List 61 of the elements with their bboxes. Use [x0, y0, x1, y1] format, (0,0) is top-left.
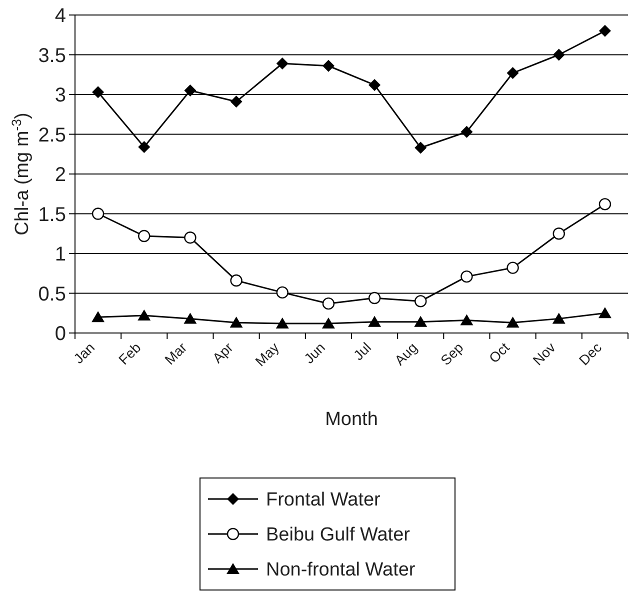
point: [138, 140, 150, 153]
y-tick-label: 1: [54, 244, 66, 266]
point: [230, 274, 242, 287]
point: [92, 311, 105, 322]
point: [552, 312, 566, 324]
point: [460, 270, 473, 283]
x-tick-label: Jul: [350, 339, 374, 364]
legend-label: Non-frontal Water: [266, 560, 416, 581]
point: [322, 297, 335, 310]
point: [184, 232, 196, 244]
point: [552, 228, 565, 240]
point: [230, 96, 242, 108]
point: [598, 198, 612, 210]
point: [92, 208, 104, 220]
point: [276, 57, 288, 70]
point: [184, 84, 196, 97]
point: [506, 67, 519, 80]
y-tick-label: 2.5: [38, 124, 66, 146]
point: [414, 142, 427, 154]
x-tick-label: Jan: [70, 339, 98, 367]
point: [368, 316, 382, 327]
x-tick-label: Jun: [300, 339, 328, 367]
x-tick-label: Nov: [530, 339, 558, 368]
point: [322, 60, 334, 72]
x-tick-label: Feb: [115, 339, 144, 368]
point: [460, 314, 474, 326]
point: [414, 316, 428, 327]
x-tick-label: Mar: [161, 339, 190, 368]
point: [552, 48, 565, 61]
point: [506, 316, 520, 328]
point: [506, 262, 519, 274]
x-tick-label: Sep: [437, 339, 466, 368]
x-tick-label: Aug: [391, 339, 420, 368]
y-tick-label: 3.5: [38, 44, 66, 67]
point: [138, 230, 150, 242]
legend-label: Frontal Water: [266, 490, 382, 511]
y-tick-label: 1.5: [38, 204, 66, 226]
x-tick-label: Apr: [209, 339, 236, 366]
point: [598, 24, 611, 37]
point: [322, 317, 335, 328]
y-tick-label: 0.5: [38, 283, 66, 306]
point: [368, 292, 381, 304]
x-axis-title: Month: [325, 409, 378, 430]
x-tick-label: Dec: [576, 339, 605, 368]
point: [92, 86, 104, 98]
y-tick-label: 3: [54, 84, 66, 106]
y-tick-label: 0: [54, 323, 66, 345]
y-tick-label: 4: [54, 5, 66, 27]
point: [460, 126, 473, 138]
x-tick-label: May: [252, 339, 282, 370]
point: [414, 295, 427, 308]
point: [276, 286, 288, 299]
point: [138, 310, 151, 321]
point: [230, 316, 243, 328]
y-tick-label: 2: [54, 164, 66, 186]
x-tick-label: Oct: [486, 339, 512, 366]
point: [276, 317, 289, 328]
legend-label: Beibu Gulf Water: [266, 524, 411, 546]
point: [368, 78, 381, 91]
point: [598, 307, 612, 318]
point: [184, 312, 197, 324]
